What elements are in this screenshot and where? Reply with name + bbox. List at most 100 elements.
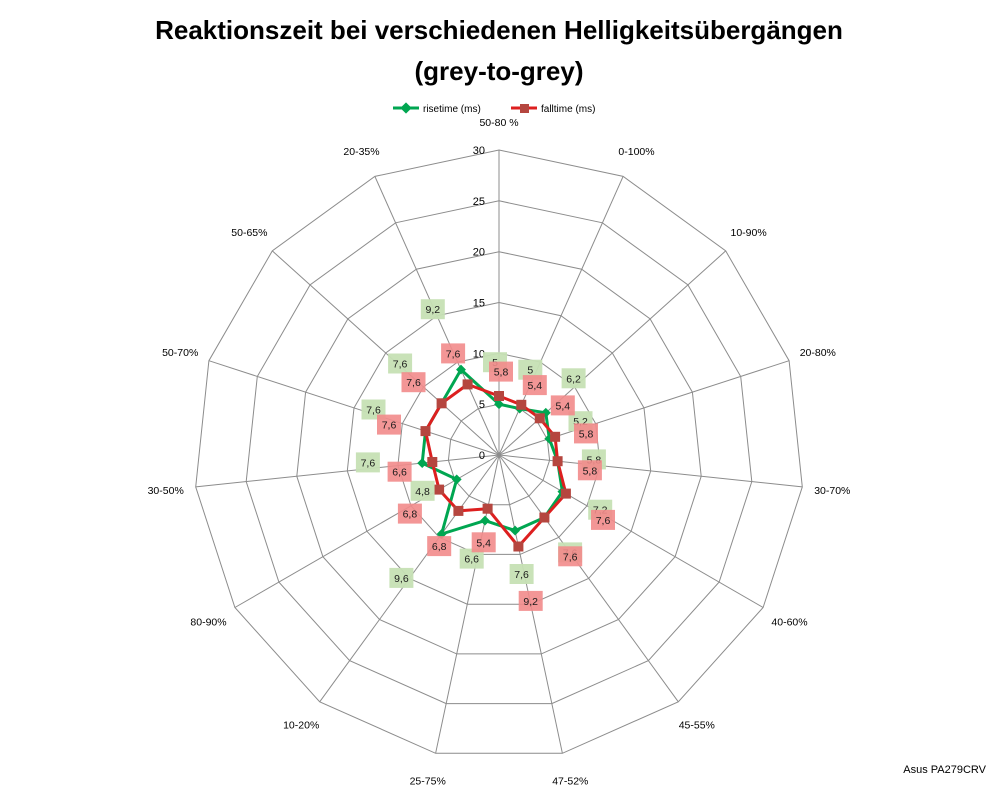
data-point-falltime [420,426,431,437]
data-label-risetime: 6,2 [566,373,581,385]
data-label-bg [577,460,602,481]
data-label-bg [377,414,401,435]
data-label-bg [518,359,543,380]
data-label-bg [397,503,422,524]
data-label-falltime: 7,6 [406,377,421,389]
data-label-risetime: 7,6 [514,569,529,581]
category-label: 80-90% [190,617,226,629]
data-point-falltime [534,413,545,424]
data-label-falltime: 6,6 [392,467,407,479]
data-label-bg [509,564,534,584]
data-label-bg [561,368,586,389]
category-label: 30-50% [148,485,184,497]
data-label-risetime: 9,2 [425,304,440,316]
radial-tick-label: 5 [479,399,485,411]
data-label-falltime: 5,8 [583,465,598,477]
data-point-falltime [436,398,447,409]
data-label-bg [355,452,380,473]
data-labels: 556,25,25,87,27,67,66,69,64,87,67,67,69,… [355,299,615,611]
category-label: 10-20% [283,719,319,731]
data-label-bg [591,509,615,530]
radial-tick-label: 20 [473,247,485,259]
data-point-risetime [480,515,490,526]
data-label-falltime: 6,8 [432,541,447,553]
data-label-risetime: 7,6 [361,457,376,469]
category-label: 50-70% [162,347,198,359]
data-point-falltime [462,379,473,390]
grid-ring [397,352,601,555]
data-label-risetime: 7,6 [366,405,381,417]
data-label-bg [389,567,414,588]
data-label-bg [522,375,547,396]
data-label-bg [574,423,598,444]
radial-tick-label: 30 [473,145,485,157]
grid-spoke [498,454,679,703]
data-label-bg [471,532,496,553]
grid-ring [447,403,551,506]
data-label-bg [387,461,412,482]
legend-marker-risetime [400,102,412,114]
radial-tick-label: 15 [473,298,485,310]
series-line-falltime [424,382,568,548]
data-label-falltime: 5,8 [579,428,594,440]
data-point-risetime [417,458,428,469]
radial-tick-label: 10 [473,348,485,360]
data-label-bg [361,399,386,420]
data-label-risetime: 7,6 [393,359,408,371]
data-point-falltime [482,503,493,514]
data-label-bg [550,395,575,416]
data-point-risetime [456,364,466,375]
radial-tick-label: 25 [473,196,485,208]
data-label-falltime: 6,8 [403,509,418,521]
data-label-bg [489,361,513,382]
grid-ring [195,149,803,754]
data-point-falltime [513,541,524,552]
data-label-bg [410,480,435,501]
radial-tick-label: 0 [479,450,485,462]
category-label: 30-70% [814,485,850,497]
data-label-falltime: 5,4 [527,380,542,392]
data-label-bg [420,299,445,320]
data-point-falltime [516,399,527,410]
data-label-falltime: 5,4 [476,537,491,549]
legend-item-falltime: falltime (ms) [511,104,595,115]
grid-spoke [271,250,500,456]
category-label: 50-80 % [479,117,518,129]
data-point-falltime [453,505,464,516]
data-label-falltime: 7,6 [382,420,397,432]
data-label-falltime: 7,6 [563,551,578,563]
data-point-falltime [494,391,504,401]
grid-spoke [498,454,764,608]
series-lines [420,368,568,548]
category-label: 20-35% [343,146,379,158]
data-label-falltime: 5,8 [494,367,509,379]
category-label: 50-65% [231,227,267,239]
data-point-falltime [539,512,550,523]
data-label-falltime: 7,6 [446,348,461,360]
grid-spoke [195,454,500,488]
data-label-risetime: 4,8 [415,486,430,498]
data-label-bg [427,536,452,557]
grid-spoke [498,454,803,488]
chart-title-line-1: Reaktionszeit bei verschiedenen Helligke… [155,15,843,45]
radar-grid [195,149,803,754]
category-label: 47-52% [552,776,588,786]
category-label: 20-80% [800,347,836,359]
data-point-risetime [451,474,462,485]
grid-spoke [498,250,727,456]
data-label-falltime: 9,2 [523,596,538,608]
data-label-falltime: 5,4 [555,400,570,412]
data-label-bg [401,372,426,393]
legend: risetime (ms) falltime (ms) [393,102,595,115]
category-label: 45-55% [679,719,715,731]
grid-spoke [208,360,500,456]
series-markers [417,364,571,552]
grid-spoke [498,360,790,456]
legend-label-falltime: falltime (ms) [541,104,595,115]
grid-ring [245,200,753,705]
data-point-falltime [552,456,563,467]
data-label-risetime: 9,6 [394,573,409,585]
data-label-bg [518,590,543,611]
grid-ring [296,251,702,655]
